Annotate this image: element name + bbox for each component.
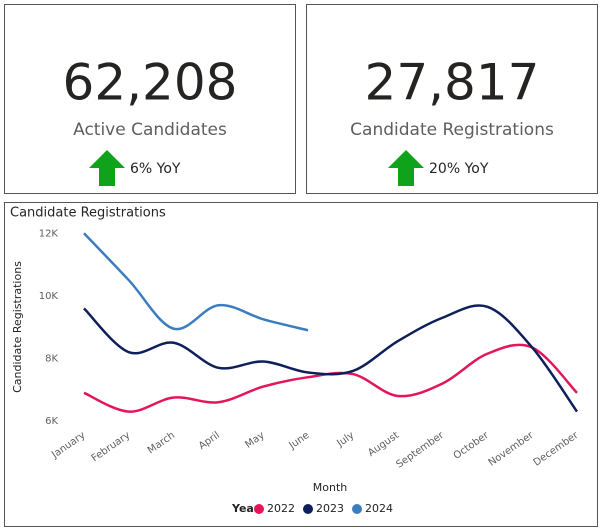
legend-label: 2023 [316, 502, 344, 515]
up-arrow [89, 150, 125, 186]
kpi-label: Active Candidates [73, 120, 227, 140]
kpi-card [4, 4, 296, 194]
legend-marker [254, 504, 264, 514]
kpi-value: 62,208 [63, 54, 238, 112]
legend-marker [352, 504, 362, 514]
kpi-change: 20% YoY [429, 161, 489, 177]
y-tick-label: 12K [39, 228, 59, 239]
legend-title: Year [231, 502, 260, 515]
kpi-card [306, 4, 598, 194]
chart-panel [4, 202, 598, 527]
legend-marker [303, 504, 313, 514]
legend: Year 2022 2023 2024 [231, 502, 393, 515]
kpi-change: 6% YoY [130, 161, 181, 177]
legend-label: 2022 [267, 502, 295, 515]
kpi-value: 27,817 [365, 54, 540, 112]
y-tick-label: 8K [45, 353, 58, 364]
x-axis-label: Month [313, 481, 348, 494]
kpi-label: Candidate Registrations [350, 120, 554, 140]
y-tick-label: 6K [45, 416, 58, 427]
y-axis-label: Candidate Registrations [11, 261, 24, 393]
line-series [83, 232, 309, 332]
y-tick-label: 10K [39, 291, 59, 302]
chart-title: Candidate Registrations [10, 206, 166, 221]
line-series [83, 304, 579, 413]
legend-label: 2024 [365, 502, 393, 515]
up-arrow [388, 150, 424, 186]
